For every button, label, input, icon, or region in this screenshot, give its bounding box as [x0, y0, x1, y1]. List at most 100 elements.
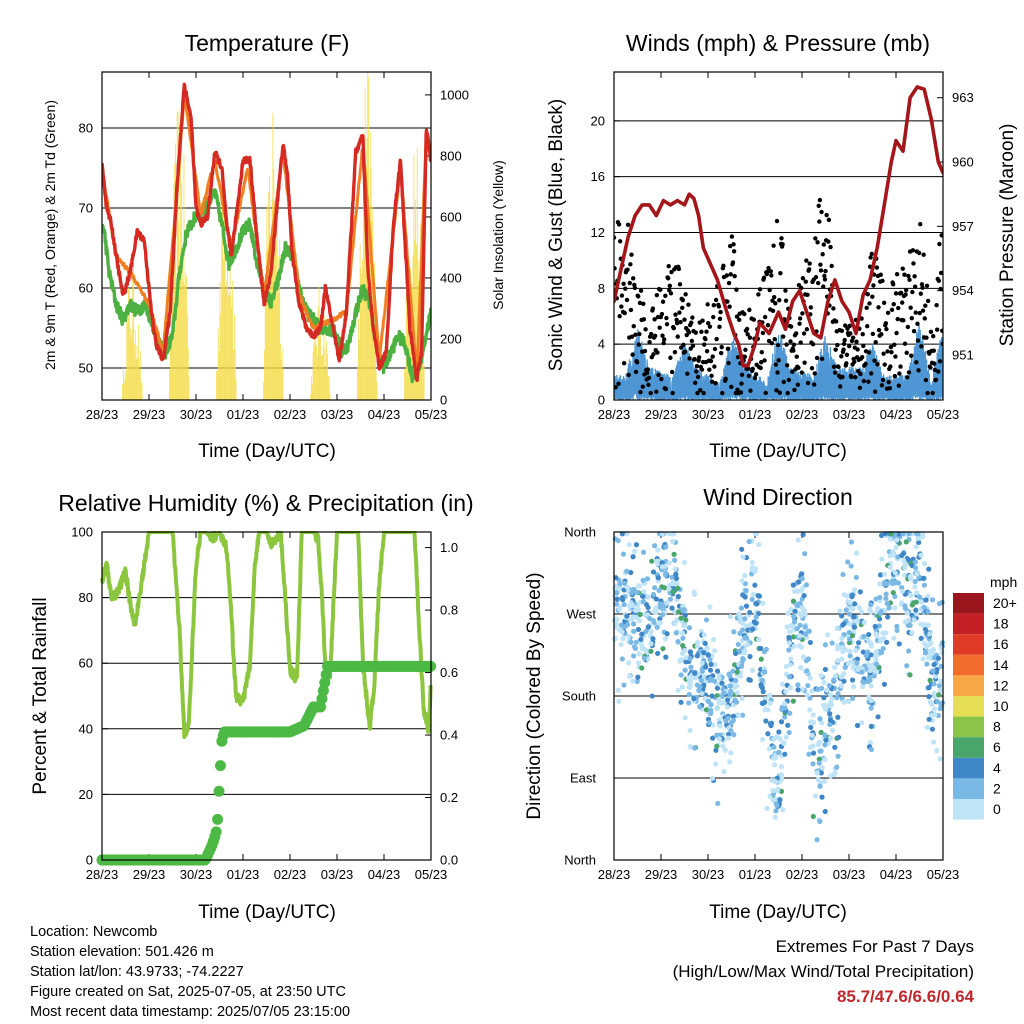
direction-ytick-label: South	[562, 689, 596, 704]
direction-point	[675, 687, 681, 694]
direction-point	[913, 607, 919, 613]
direction-point	[892, 570, 898, 576]
direction-point	[762, 706, 769, 712]
gust-point	[718, 350, 724, 356]
gust-point	[797, 316, 803, 321]
gust-point	[727, 243, 733, 249]
direction-point	[778, 719, 785, 725]
gust-point	[937, 359, 943, 364]
direction-point	[809, 688, 815, 694]
direction-point	[617, 606, 623, 612]
gust-point	[934, 302, 939, 308]
direction-point	[842, 664, 848, 670]
gust-point	[906, 273, 911, 279]
gust-point	[847, 323, 852, 329]
direction-point	[926, 685, 932, 691]
direction-point	[905, 617, 911, 623]
direction-point	[899, 588, 905, 594]
winds-y2tick-label: 957	[952, 219, 974, 234]
direction-point	[854, 660, 860, 666]
direction-point	[712, 662, 718, 668]
direction-point	[633, 542, 640, 548]
direction-point	[883, 591, 889, 597]
gust-point	[642, 348, 648, 354]
direction-point	[915, 535, 921, 541]
station-elevation: Station elevation: 501.426 m	[30, 944, 214, 960]
direction-point	[625, 660, 632, 666]
direction-ytick-label: West	[567, 607, 597, 622]
gust-point	[664, 322, 670, 327]
direction-point	[925, 609, 931, 615]
direction-point	[937, 705, 943, 712]
direction-point	[629, 590, 635, 596]
gust-point	[866, 350, 872, 355]
gust-point	[930, 390, 935, 396]
direction-point	[834, 695, 840, 701]
gust-point	[652, 333, 658, 339]
direction-point	[734, 690, 740, 696]
direction-point	[786, 647, 792, 653]
direction-point	[931, 681, 937, 687]
gust-point	[809, 366, 815, 371]
gust-point	[765, 269, 770, 275]
gust-point	[683, 292, 688, 297]
gust-point	[855, 347, 860, 352]
direction-xlabel: Time (Day/UTC)	[709, 902, 847, 923]
direction-point	[912, 565, 919, 571]
direction-point	[841, 591, 847, 598]
winds-y2tick-label: 960	[952, 155, 974, 170]
direction-point	[777, 736, 783, 742]
direction-point	[783, 734, 789, 740]
temperature-ytick-label: 50	[79, 361, 93, 376]
direction-point	[731, 629, 737, 635]
gust-point	[617, 314, 622, 319]
direction-point	[781, 740, 787, 746]
direction-point	[631, 628, 637, 634]
gust-point	[709, 379, 715, 384]
direction-point	[856, 605, 863, 611]
gust-point	[718, 309, 723, 315]
direction-point	[786, 634, 792, 641]
gust-point	[921, 252, 926, 257]
gust-point	[621, 361, 627, 366]
winds-y2tick-label: 954	[952, 283, 974, 298]
precip-point	[214, 760, 226, 772]
direction-point	[679, 630, 686, 636]
humidity-y2tick-label: 0.0	[440, 853, 458, 868]
legend-label: 14	[993, 657, 1009, 673]
direction-point	[809, 732, 815, 738]
gust-point	[861, 343, 866, 349]
gust-point	[936, 369, 941, 374]
gust-point	[758, 365, 763, 371]
direction-point	[678, 699, 684, 705]
direction-point	[620, 635, 626, 642]
direction-point	[675, 609, 682, 615]
direction-point	[788, 606, 794, 613]
direction-point	[794, 603, 801, 609]
gust-point	[884, 326, 889, 332]
direction-point	[758, 656, 764, 662]
direction-point	[839, 656, 845, 662]
gust-point	[896, 305, 901, 311]
direction-point	[721, 690, 727, 696]
gust-point	[881, 300, 887, 305]
direction-point	[899, 552, 905, 559]
direction-point	[791, 643, 797, 649]
gust-point	[836, 364, 841, 370]
direction-point	[747, 609, 753, 616]
winds-xtick-label: 28/23	[598, 407, 631, 422]
direction-point	[672, 621, 678, 627]
winds-ytick-label: 12	[591, 225, 605, 240]
direction-point	[686, 679, 693, 685]
gust-point	[870, 331, 876, 337]
direction-point	[785, 610, 791, 616]
direction-point	[893, 544, 899, 550]
direction-point	[866, 694, 872, 700]
gust-point	[673, 312, 678, 317]
direction-point	[707, 676, 713, 682]
direction-point	[779, 681, 785, 687]
legend-title: mph	[990, 574, 1017, 590]
gust-point	[898, 364, 903, 369]
direction-point	[711, 678, 718, 684]
direction-point	[779, 776, 785, 782]
